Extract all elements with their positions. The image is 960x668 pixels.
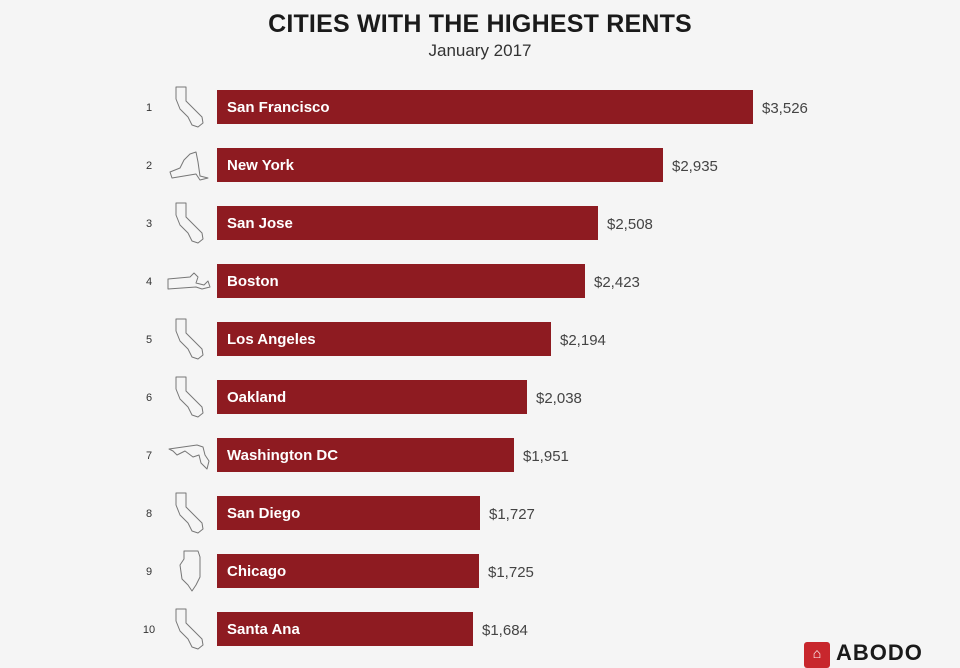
chart-subtitle: January 2017 [428, 41, 532, 60]
bar-row: 10 Santa Ana $1,684 [143, 608, 528, 650]
bar-row: 3 San Jose $2,508 [146, 202, 653, 244]
city-label: Los Angeles [227, 331, 316, 348]
city-label: San Francisco [227, 99, 330, 116]
value-label: $1,684 [482, 622, 528, 639]
new-york-outline-icon [169, 151, 209, 181]
rank-label: 3 [146, 218, 152, 230]
bar-row: 6 Oakland $2,038 [146, 376, 582, 418]
value-label: $2,194 [560, 332, 606, 349]
bar [217, 322, 551, 356]
rank-label: 5 [146, 334, 152, 346]
city-label: New York [227, 157, 295, 174]
city-label: San Jose [227, 215, 293, 232]
city-label: Boston [227, 273, 279, 290]
chart-rows: 1 San Francisco $3,526 2 New York $2,935 3 San … [143, 86, 808, 650]
bar-row: 9 Chicago $1,725 [146, 550, 534, 592]
rank-label: 10 [143, 624, 155, 636]
california-outline-icon [175, 608, 204, 650]
bar [217, 264, 585, 298]
bar-row: 1 San Francisco $3,526 [146, 86, 808, 128]
value-label: $2,423 [594, 274, 640, 291]
brand-logo: ⌂ ABODO [804, 640, 923, 668]
rank-label: 1 [146, 102, 152, 114]
bar-row: 4 Boston $2,423 [146, 264, 640, 298]
rank-label: 7 [146, 450, 152, 462]
bar [217, 206, 598, 240]
bar-chart: 1 San Francisco $3,526 2 New York $2,935 3 San … [143, 86, 808, 650]
california-outline-icon [175, 376, 204, 418]
rank-label: 4 [146, 276, 152, 288]
bar [217, 438, 514, 472]
city-label: Chicago [227, 563, 286, 580]
rank-label: 2 [146, 160, 152, 172]
logo-text: ABODO [836, 640, 923, 665]
california-outline-icon [175, 86, 204, 128]
rank-label: 8 [146, 508, 152, 520]
california-outline-icon [175, 492, 204, 534]
city-label: Washington DC [227, 447, 338, 464]
value-label: $2,508 [607, 216, 653, 233]
chart-title: CITIES WITH THE HIGHEST RENTS [268, 10, 692, 38]
bar [217, 380, 527, 414]
bar [217, 612, 473, 646]
value-label: $2,038 [536, 390, 582, 407]
bar-row: 8 San Diego $1,727 [146, 492, 535, 534]
value-label: $1,725 [488, 564, 534, 581]
illinois-outline-icon [179, 550, 201, 592]
bar [217, 148, 663, 182]
california-outline-icon [175, 318, 204, 360]
rank-label: 6 [146, 392, 152, 404]
rank-label: 9 [146, 566, 152, 578]
city-label: Santa Ana [227, 621, 300, 638]
city-label: Oakland [227, 389, 286, 406]
bar [217, 554, 479, 588]
logo-mark-icon: ⌂ [804, 642, 830, 668]
maryland-outline-icon [168, 444, 210, 470]
bar-row: 7 Washington DC $1,951 [146, 438, 569, 472]
value-label: $1,727 [489, 506, 535, 523]
city-label: San Diego [227, 505, 300, 522]
value-label: $1,951 [523, 448, 569, 465]
value-label: $3,526 [762, 100, 808, 117]
bar-row: 2 New York $2,935 [146, 148, 718, 182]
bar-row: 5 Los Angeles $2,194 [146, 318, 606, 360]
bar [217, 496, 480, 530]
california-outline-icon [175, 202, 204, 244]
massachusetts-outline-icon [167, 272, 211, 290]
bar [217, 90, 753, 124]
value-label: $2,935 [672, 158, 718, 175]
